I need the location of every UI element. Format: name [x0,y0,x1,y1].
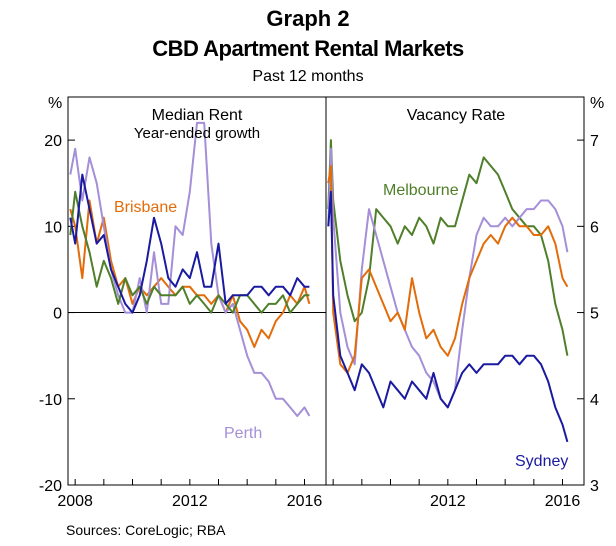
x-tick-label: 2012 [172,493,208,510]
graph-number: Graph 2 [266,6,350,31]
sources-note: Sources: CoreLogic; RBA [66,522,226,538]
chart-title: CBD Apartment Rental Markets [152,36,464,61]
chart-labels: % % Median Rent Year-ended growth Vacanc… [48,95,604,470]
y-tick-label: 10 [44,219,62,236]
y-tick-label: 7 [590,133,599,150]
series-line-sydney [69,173,310,314]
left-panel-series [69,121,311,417]
right-unit-label: % [590,95,604,112]
label-perth: Perth [224,425,262,442]
right-panel-series [327,139,569,443]
left-unit-label: % [48,95,62,112]
left-panel-title: Median Rent [152,107,243,124]
y-tick-label: 5 [590,306,599,323]
x-tick-label: 2012 [430,493,466,510]
chart-period: Past 12 months [252,68,364,85]
series-line-brisbane [327,165,569,374]
y-tick-label: 20 [44,133,62,150]
y-tick-label: 6 [590,219,599,236]
label-melbourne: Melbourne [383,182,459,199]
x-tick-label: 2008 [57,493,93,510]
y-tick-label: -20 [39,478,62,495]
right-panel-title: Vacancy Rate [407,107,506,124]
series-line-sydney [327,190,569,443]
y-tick-label: -10 [39,392,62,409]
x-tick-label: 2016 [545,493,581,510]
series-line-perth [69,121,311,417]
series-line-brisbane [69,199,311,348]
label-sydney: Sydney [515,453,568,470]
series-line-melbourne [69,190,310,314]
x-tick-label: 2016 [287,493,323,510]
chart-frame [67,96,585,486]
y-tick-label: 4 [590,392,599,409]
axis-ticks: -20 -10 0 10 20 2008 2012 2016 3 4 5 6 7 2012 2016 [39,133,599,510]
y-tick-label: 0 [53,306,62,323]
left-panel-subtitle: Year-ended growth [134,125,260,142]
label-brisbane: Brisbane [114,199,177,216]
y-tick-label: 3 [590,478,599,495]
